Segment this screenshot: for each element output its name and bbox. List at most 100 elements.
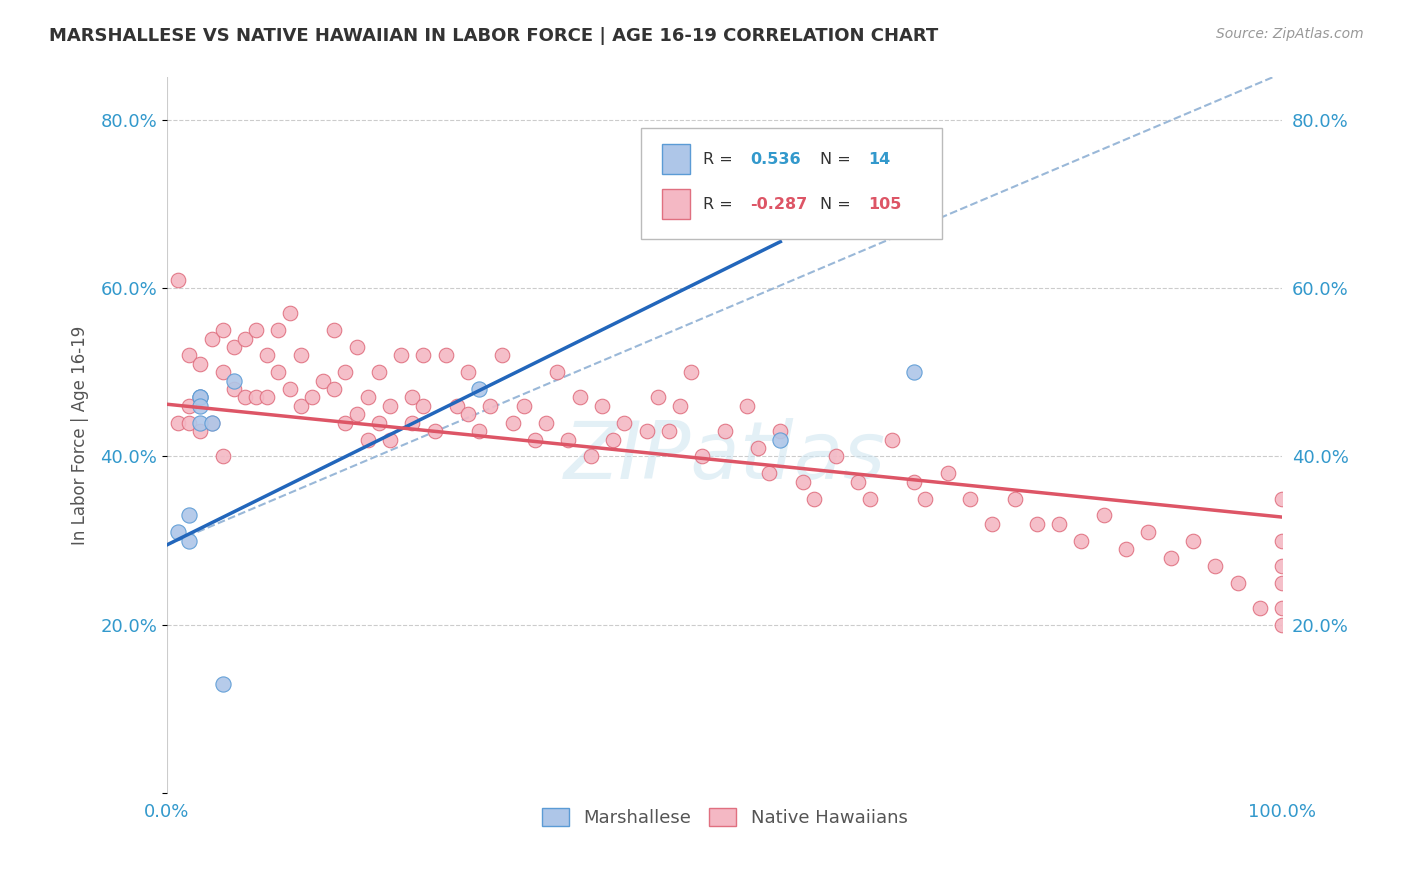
Point (256, 348, 278, 362)
Text: ZIPatlas: ZIPatlas (564, 417, 886, 496)
Point (613, 416, 636, 430)
Point (323, 382, 346, 396)
Point (1271, 533, 1294, 548)
Point (713, 424, 735, 438)
Text: N =: N = (821, 196, 856, 211)
Point (367, 416, 389, 430)
Point (200, 332, 222, 346)
Point (903, 475, 925, 489)
Text: Source: ZipAtlas.com: Source: ZipAtlas.com (1216, 27, 1364, 41)
Point (803, 491, 825, 506)
Point (690, 450, 713, 464)
Point (167, 416, 190, 430)
Point (401, 391, 423, 405)
Point (502, 416, 524, 430)
Point (747, 441, 769, 455)
Point (1004, 491, 1026, 506)
Bar (662, 144, 690, 174)
Point (546, 365, 568, 379)
Point (914, 491, 936, 506)
Point (335, 365, 357, 379)
Point (735, 399, 758, 413)
Point (1160, 550, 1182, 565)
Text: 14: 14 (869, 152, 891, 167)
Point (179, 508, 201, 523)
Bar (662, 189, 690, 219)
Point (457, 365, 479, 379)
Point (190, 391, 212, 405)
Point (1115, 542, 1137, 557)
Point (267, 365, 290, 379)
Y-axis label: In Labor Force | Age 16-19: In Labor Force | Age 16-19 (72, 326, 89, 545)
Point (568, 391, 591, 405)
Point (647, 391, 669, 405)
Point (190, 399, 212, 413)
Text: -0.287: -0.287 (751, 196, 807, 211)
Point (534, 416, 557, 430)
Point (591, 399, 613, 413)
Point (513, 399, 536, 413)
Point (479, 399, 502, 413)
Point (179, 399, 201, 413)
Point (636, 424, 658, 438)
Point (468, 424, 491, 438)
Point (167, 272, 190, 286)
Point (346, 340, 368, 354)
Point (858, 491, 880, 506)
Point (233, 332, 256, 346)
Point (1047, 516, 1070, 531)
Point (579, 450, 602, 464)
Point (669, 399, 692, 413)
Point (848, 475, 870, 489)
Point (1271, 601, 1294, 615)
Point (446, 399, 468, 413)
Point (190, 357, 212, 371)
Point (222, 382, 245, 396)
Text: 105: 105 (869, 196, 901, 211)
Point (211, 365, 233, 379)
Point (323, 323, 346, 337)
Text: N =: N = (821, 152, 856, 167)
Point (179, 533, 201, 548)
Point (1226, 575, 1249, 590)
Point (301, 391, 323, 405)
Point (468, 382, 491, 396)
Point (981, 516, 1004, 531)
Point (378, 433, 401, 447)
Point (222, 374, 245, 388)
Point (179, 416, 201, 430)
Point (179, 348, 201, 362)
Point (880, 433, 903, 447)
Point (959, 491, 981, 506)
Point (211, 323, 233, 337)
Point (357, 433, 380, 447)
Point (1271, 491, 1294, 506)
Point (222, 340, 245, 354)
Point (401, 416, 423, 430)
Point (312, 374, 335, 388)
Point (1271, 575, 1294, 590)
Point (389, 348, 412, 362)
Point (290, 399, 312, 413)
Point (602, 433, 624, 447)
Point (367, 365, 389, 379)
Point (1182, 533, 1205, 548)
Point (792, 475, 814, 489)
Point (1092, 508, 1115, 523)
Point (211, 677, 233, 691)
Point (167, 525, 190, 540)
Text: 0.536: 0.536 (751, 152, 801, 167)
Point (412, 399, 434, 413)
Point (267, 323, 290, 337)
Point (1070, 533, 1092, 548)
Point (290, 348, 312, 362)
Point (357, 391, 380, 405)
Point (936, 467, 959, 481)
Point (1025, 516, 1047, 531)
Point (190, 416, 212, 430)
Point (335, 416, 357, 430)
Point (190, 391, 212, 405)
Legend: Marshallese, Native Hawaiians: Marshallese, Native Hawaiians (534, 801, 915, 834)
Point (423, 424, 446, 438)
Point (190, 391, 212, 405)
